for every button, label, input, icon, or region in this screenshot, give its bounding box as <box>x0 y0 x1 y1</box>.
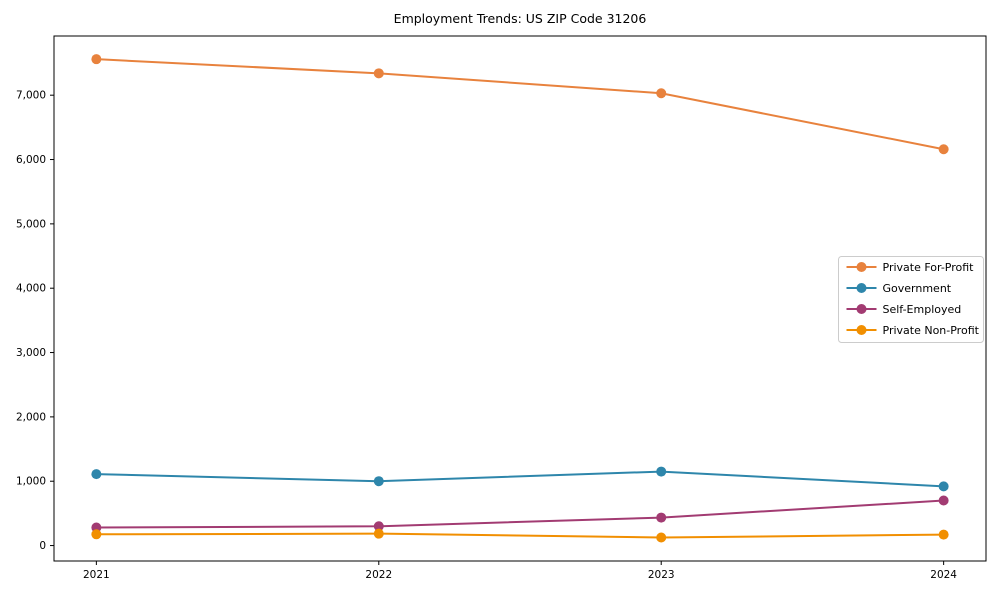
y-axis-tick-label: 5,000 <box>16 218 46 230</box>
series-marker-self-employed <box>373 521 384 532</box>
series-line-private-non-profit <box>96 532 944 539</box>
legend-label-private-non-profit: Private Non-Profit <box>883 324 980 337</box>
series-line-self-employed <box>96 499 944 529</box>
series-marker-private-non-profit <box>91 529 102 540</box>
axes-frame <box>53 35 987 562</box>
y-axis-tick-label: 7,000 <box>16 90 46 102</box>
series-marker-private-for-profit <box>938 144 949 155</box>
legend-label-self-employed: Self-Employed <box>883 303 962 316</box>
series-marker-government <box>656 466 667 477</box>
x-axis-tick-label: 2024 <box>930 569 957 581</box>
y-axis-tick-label: 4,000 <box>16 283 46 295</box>
series-marker-private-non-profit <box>938 529 949 540</box>
series-line-government <box>96 470 944 488</box>
chart-title: Employment Trends: US ZIP Code 31206 <box>394 11 647 26</box>
x-axis-tick-label: 2021 <box>83 569 110 581</box>
y-axis-tick-label: 1,000 <box>16 476 46 488</box>
x-axis-tick-label: 2022 <box>365 569 392 581</box>
y-axis-tick-label: 0 <box>39 540 46 552</box>
series-marker-self-employed <box>938 495 949 506</box>
legend-marker-self-employed <box>856 304 867 314</box>
x-axis-tick-label: 2023 <box>648 569 675 581</box>
series-marker-private-for-profit <box>373 68 384 79</box>
series-marker-private-non-profit <box>656 532 667 543</box>
plot-area: 0 1,000 2,000 3,000 4,000 5,000 6,000 7,000 2021… <box>16 35 987 581</box>
legend: Private For-Profit Government Self-Employe… <box>838 256 984 343</box>
legend-label-government: Government <box>883 282 952 295</box>
series-marker-private-for-profit <box>656 88 667 99</box>
series-marker-private-non-profit <box>373 528 384 539</box>
legend-box <box>838 256 984 343</box>
series-marker-government <box>938 481 949 492</box>
series-marker-private-for-profit <box>91 54 102 65</box>
y-axis-tick-label: 2,000 <box>16 411 46 423</box>
legend-marker-government <box>856 283 867 293</box>
y-axis-tick-label: 3,000 <box>16 347 46 359</box>
series-line-private-for-profit <box>96 58 944 151</box>
legend-label-private-for-profit: Private For-Profit <box>883 261 975 274</box>
series-marker-government <box>91 469 102 480</box>
series-marker-self-employed <box>656 512 667 523</box>
series-marker-government <box>373 476 384 487</box>
legend-marker-private-for-profit <box>856 262 867 272</box>
y-axis-tick-label: 6,000 <box>16 154 46 166</box>
legend-marker-private-non-profit <box>856 325 867 335</box>
